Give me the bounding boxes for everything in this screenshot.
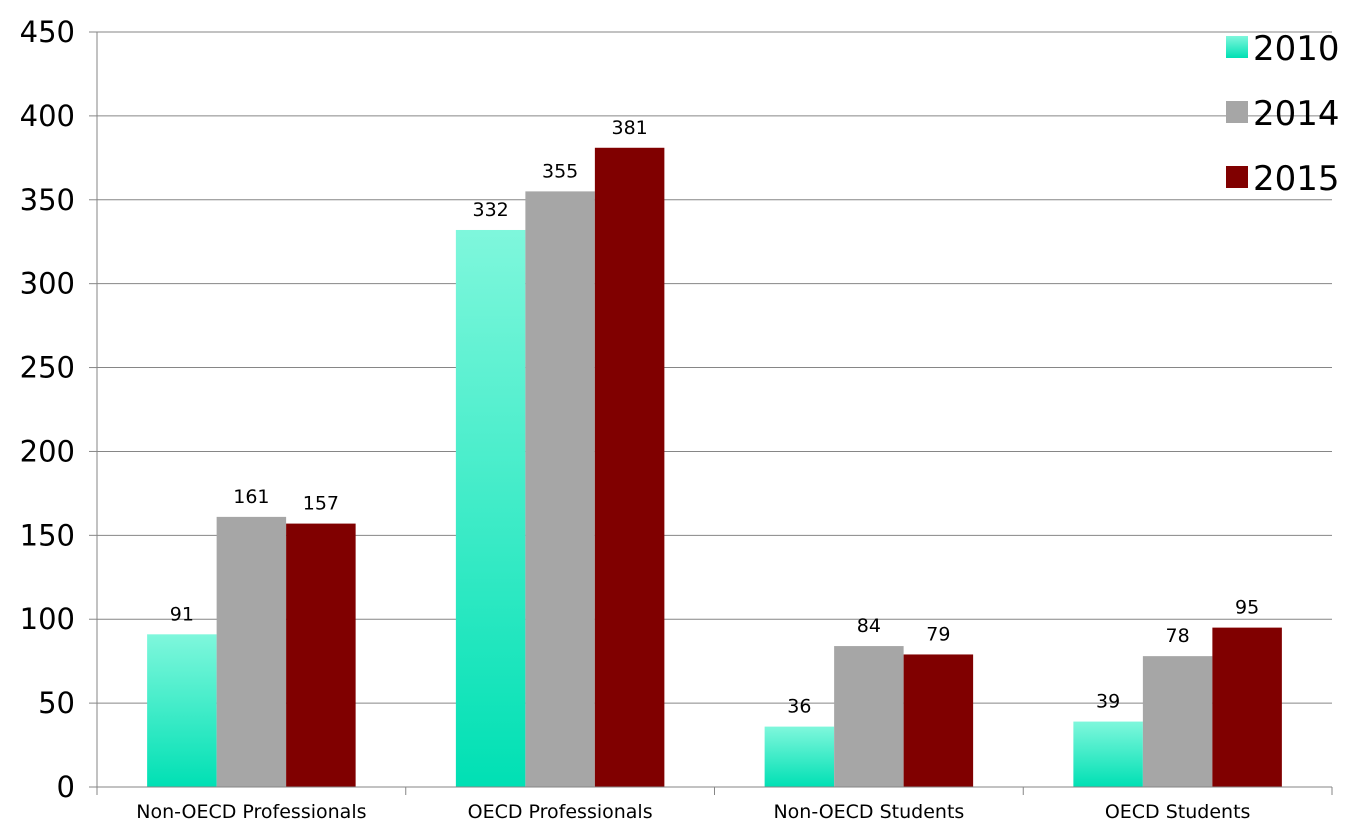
x-tick-label: Non-OECD Professionals	[136, 801, 366, 823]
data-label: 161	[233, 486, 269, 508]
bar-2010	[1073, 721, 1143, 787]
data-label: 84	[857, 615, 881, 637]
legend-label: 2010	[1253, 29, 1340, 69]
legend: 2010 2014 2015	[1226, 29, 1340, 199]
bar-2014	[525, 191, 595, 787]
data-label: 95	[1235, 597, 1259, 619]
y-tick-label: 150	[20, 518, 75, 552]
bar-2015	[594, 147, 665, 787]
legend-label: 2014	[1253, 94, 1340, 134]
data-label: 332	[472, 199, 508, 221]
y-tick-label: 300	[20, 267, 75, 301]
y-tick-label: 350	[20, 183, 75, 217]
data-label: 78	[1166, 625, 1190, 647]
bar-2010	[455, 229, 526, 787]
x-tick-label: OECD Professionals	[468, 801, 653, 823]
bar-2014	[834, 646, 904, 787]
x-tick-label: Non-OECD Students	[773, 801, 964, 823]
bar-2014	[216, 516, 287, 787]
data-label: 36	[787, 696, 811, 718]
y-tick-label: 100	[20, 602, 75, 636]
data-label: 157	[303, 493, 339, 515]
data-labels: 91 161 157 332 355 381 36 84 79 39 78 95	[170, 117, 1259, 718]
data-label: 381	[611, 117, 647, 139]
data-label: 91	[170, 603, 194, 625]
bars	[147, 147, 1282, 787]
legend-swatch-2010	[1226, 36, 1248, 58]
bar-2015	[286, 523, 356, 787]
legend-label: 2015	[1253, 159, 1340, 199]
data-label: 39	[1096, 691, 1120, 713]
x-tick-label: OECD Students	[1105, 801, 1251, 823]
y-tick-label: 200	[20, 434, 75, 468]
y-tick-label: 50	[38, 686, 75, 720]
legend-swatch-2015	[1226, 166, 1248, 188]
data-label: 355	[542, 160, 578, 182]
bar-2014	[1142, 656, 1213, 787]
axes: 0 50 100 150 200 250 300 350 400 450 Non-OECD Prof…	[20, 15, 1333, 823]
y-tick-label: 450	[20, 15, 75, 49]
bar-2010	[147, 634, 217, 787]
legend-swatch-2014	[1226, 101, 1248, 123]
y-tick-label: 0	[57, 770, 75, 804]
y-tick-label: 250	[20, 351, 75, 385]
bar-2015	[1212, 627, 1282, 787]
bar-2015	[903, 654, 974, 787]
y-tick-label: 400	[20, 99, 75, 133]
data-label: 79	[926, 623, 950, 645]
bar-2010	[764, 726, 835, 787]
